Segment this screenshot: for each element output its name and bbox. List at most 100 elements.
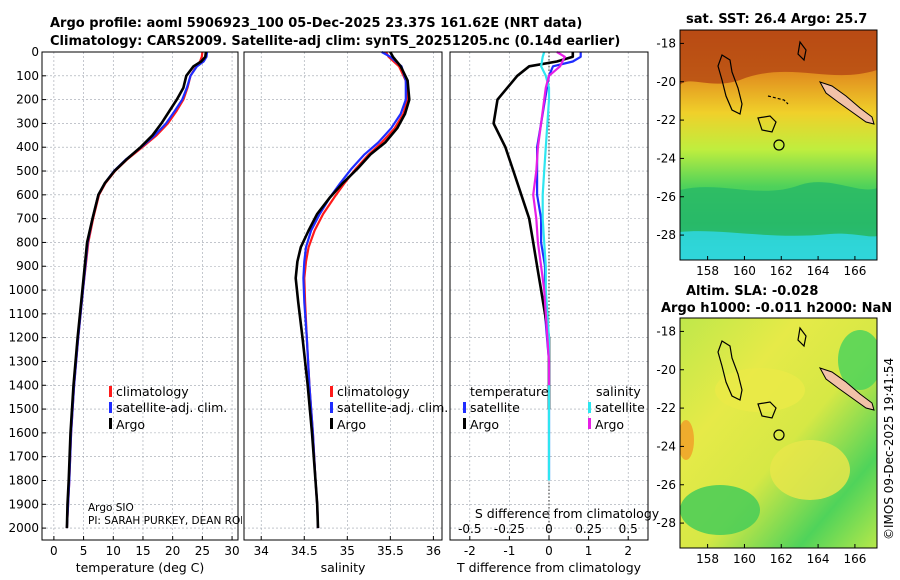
y-tick-label: 1400	[8, 378, 39, 392]
land-new-caledonia	[818, 81, 875, 125]
map-y-tick-label: -22	[656, 113, 676, 127]
series-line-salinity-argo	[532, 51, 566, 386]
credit-pi: PI: SARAH PURKEY, DEAN ROEMMICH	[88, 515, 283, 527]
x-tick-label: 20	[165, 544, 180, 558]
y-tick-label: 200	[16, 93, 39, 107]
y-tick-label: 1700	[8, 450, 39, 464]
x-tick-label: -2	[464, 544, 476, 558]
sla-map-frame	[679, 317, 878, 549]
axes-frame	[243, 51, 443, 541]
map-x-tick-label: 166	[843, 552, 866, 566]
s-difference-tick-label: 0.25	[575, 522, 602, 536]
map-tick-labels: 158 160 162 164 166 -18 -20 -22 -24 -26 -28 158 160 1…	[656, 36, 866, 566]
map-y-tick-label: -24	[656, 151, 676, 165]
x-axis-label: salinity	[321, 560, 366, 575]
x-tick-label: 36	[426, 544, 441, 558]
legend-temperature-panel: climatology satellite-adj. clim. Argo	[109, 384, 227, 432]
map-y-tick-label: -18	[656, 36, 676, 50]
legend-title-salinity: salinity	[596, 384, 641, 399]
y-tick-label: 800	[16, 235, 39, 249]
legend-label-temp-satellite: satellite	[470, 400, 520, 415]
legend-swatch-climatology	[109, 386, 112, 397]
s-difference-tick-label: 0	[545, 522, 553, 536]
y-tick-label: 600	[16, 188, 39, 202]
y-tick-label: 1500	[8, 402, 39, 416]
x-tick-label: 34.5	[291, 544, 318, 558]
y-tick-label: 900	[16, 259, 39, 273]
y-tick-label: 1100	[8, 307, 39, 321]
series-line-argo	[65, 51, 208, 529]
sla-patch-yellow-1	[715, 368, 805, 412]
map-x-tick-label: 162	[770, 264, 793, 278]
panel-difference: -2 -1 0 1 2 T difference from climatology S di…	[449, 51, 660, 575]
map-x-tick-label: 158	[696, 264, 719, 278]
sst-map	[679, 29, 878, 261]
y-tick-label: 300	[16, 116, 39, 130]
map-y-tick-label: -20	[656, 75, 676, 89]
map-y-tick-label: -28	[656, 516, 676, 530]
y-tick-label: 1600	[8, 426, 39, 440]
figure-title-line2: Climatology: CARS2009. Satellite-adj cli…	[50, 34, 620, 49]
y-tick-label: 1000	[8, 283, 39, 297]
y-tick-label: 400	[16, 140, 39, 154]
reef-outline-bellona	[757, 401, 777, 419]
panel-salinity: 34 34.5 35 35.5 36 salinity	[243, 51, 443, 575]
legend-swatch-sal-satellite	[588, 402, 591, 413]
x-tick-label: 0	[50, 544, 58, 558]
legend-title-temperature: temperature	[470, 384, 549, 399]
reef-outline-lord-howe	[767, 95, 789, 105]
panel-temperature: 0 5 10 15 20 25 30 temperature (deg C) 0 100 200 30…	[8, 45, 239, 575]
x-tick-label: 15	[135, 544, 150, 558]
legend-swatch-satellite-adj	[109, 402, 112, 413]
s-difference-axis-label: S difference from climatology	[475, 506, 660, 521]
series-line-temperature-argo	[492, 52, 575, 410]
legend-swatch-temp-argo	[463, 418, 466, 429]
legend-swatch-sal-argo	[588, 418, 591, 429]
legend-label-sal-argo: Argo	[595, 417, 624, 432]
s-difference-tick-label: 0.5	[619, 522, 638, 536]
sst-map-frame	[679, 29, 878, 261]
map-x-tick-label: 164	[807, 552, 830, 566]
sla-patch-green-2	[838, 330, 877, 390]
x-tick-label: 1	[585, 544, 593, 558]
legend-label-satellite-adj: satellite-adj. clim.	[116, 400, 227, 415]
map-y-tick-label: -20	[656, 363, 676, 377]
legend-label-argo: Argo	[337, 417, 366, 432]
reef-outline-chesterfield	[717, 340, 743, 401]
map-x-tick-label: 164	[807, 264, 830, 278]
y-tick-label: 500	[16, 164, 39, 178]
x-tick-label: -1	[503, 544, 515, 558]
map-x-tick-label: 160	[733, 552, 756, 566]
x-tick-label: 30	[224, 544, 239, 558]
map-x-tick-label: 162	[770, 552, 793, 566]
axes-frame	[41, 51, 239, 541]
figure-title-line1: Argo profile: aoml 5906923_100 05-Dec-20…	[50, 16, 582, 31]
x-tick-label: 0	[545, 544, 553, 558]
map-x-tick-label: 158	[696, 552, 719, 566]
credit-institution: Argo SIO	[88, 502, 134, 514]
legend-label-argo: Argo	[116, 417, 145, 432]
sst-patch-cyan	[680, 231, 877, 260]
x-tick-label: 10	[106, 544, 121, 558]
map-bottom-title-1: Altim. SLA: -0.028	[686, 284, 818, 299]
legend-difference-panel: temperature satellite Argo salinity sate…	[463, 384, 645, 432]
legend-swatch-temp-satellite	[463, 402, 466, 413]
legend-label-climatology: climatology	[116, 384, 189, 399]
legend-swatch-climatology	[330, 386, 333, 397]
x-axis-label: temperature (deg C)	[76, 560, 205, 575]
series-line-argo	[294, 51, 411, 529]
sla-patch-orange	[680, 420, 694, 460]
reef-outline-north	[797, 40, 807, 62]
s-difference-tick-label: -0.5	[458, 522, 481, 536]
y-tick-label: 2000	[8, 521, 39, 535]
y-tick-label: 1300	[8, 354, 39, 368]
land-new-caledonia	[818, 367, 875, 411]
map-top-title: sat. SST: 26.4 Argo: 25.7	[686, 12, 867, 27]
map-x-tick-label: 160	[733, 264, 756, 278]
argo-location-marker	[773, 429, 785, 441]
argo-location-marker	[773, 139, 785, 151]
y-tick-label: 1200	[8, 331, 39, 345]
map-bottom-title-2: Argo h1000: -0.011 h2000: NaN	[661, 301, 892, 316]
